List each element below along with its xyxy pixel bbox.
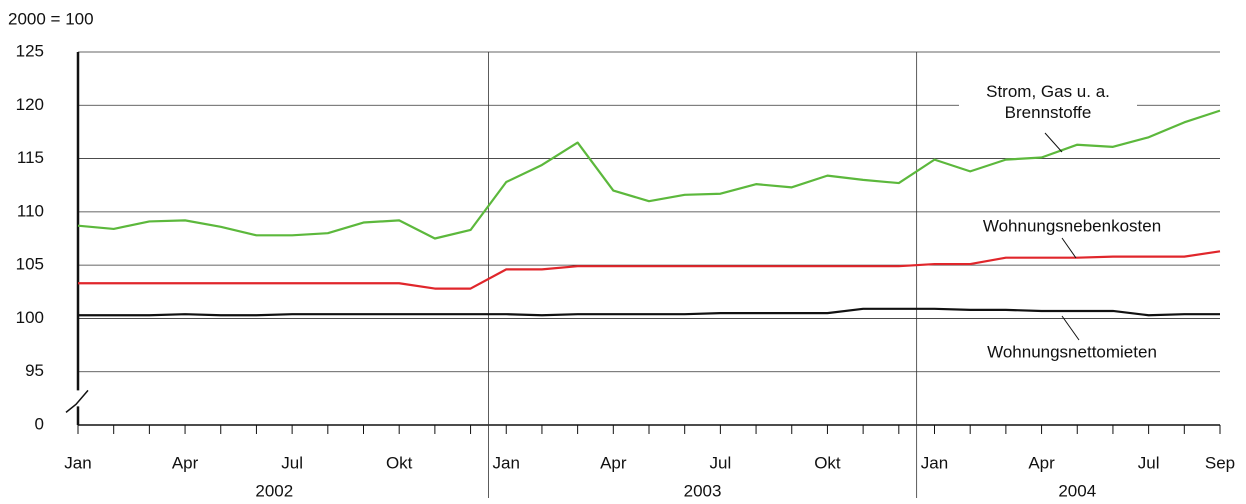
- series-label: Wohnungsnebenkosten: [978, 215, 1166, 237]
- x-tick-label: Jan: [64, 453, 91, 472]
- y-tick-label: 125: [16, 41, 44, 60]
- x-tick-label: Jan: [493, 453, 520, 472]
- x-tick-label: Jul: [281, 453, 303, 472]
- leader-line: [1044, 132, 1063, 153]
- y-tick-label: 95: [25, 361, 44, 380]
- y-tick-label: 100: [16, 308, 44, 327]
- x-tick-label: Jul: [1138, 453, 1160, 472]
- x-tick-label: Sep: [1205, 453, 1235, 472]
- x-tick-label: Jul: [710, 453, 732, 472]
- year-label: 2003: [684, 481, 722, 500]
- y-tick-label: 105: [16, 255, 44, 274]
- y-unit-label: 2000 = 100: [8, 9, 94, 28]
- x-tick-label: Apr: [1028, 453, 1055, 472]
- x-tick-label: Apr: [600, 453, 627, 472]
- y-tick-label: 115: [17, 148, 44, 167]
- x-tick-label: Okt: [386, 453, 413, 472]
- x-tick-label: Okt: [814, 453, 841, 472]
- axis-break: [65, 389, 89, 413]
- series-line: [78, 250, 1221, 290]
- year-label: 2002: [255, 481, 293, 500]
- y-tick-label: 120: [16, 95, 44, 114]
- x-tick-label: Apr: [172, 453, 199, 472]
- series-line: [77, 109, 1221, 240]
- leader-line: [1061, 315, 1080, 341]
- y-tick-label: 0: [35, 414, 44, 433]
- leader-line: [1061, 237, 1077, 259]
- y-tick-label: 110: [17, 201, 44, 220]
- series-label: Wohnungsnettomieten: [983, 341, 1161, 363]
- series-label: Strom, Gas u. a. Brennstoffe: [959, 81, 1137, 123]
- year-label: 2004: [1058, 481, 1096, 500]
- x-tick-label: Jan: [921, 453, 948, 472]
- series-line: [78, 307, 1220, 317]
